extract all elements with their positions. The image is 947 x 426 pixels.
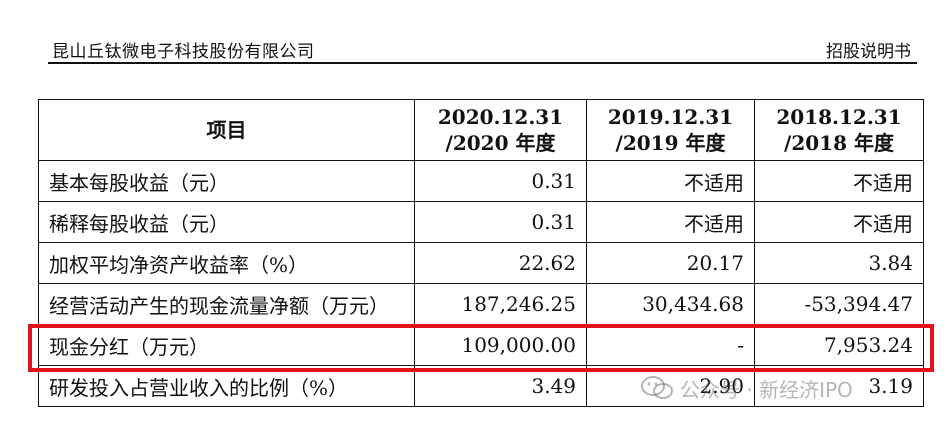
value-2018: 不适用: [754, 160, 924, 202]
column-header-2018: 2018.12.31/2018 年度: [754, 99, 924, 161]
value-2020: 22.62: [414, 242, 587, 284]
row-label: 研发投入占营业收入的比例（%）: [38, 365, 415, 407]
value-2020: 3.49: [414, 365, 587, 407]
value-2020: 187,246.25: [414, 283, 587, 325]
value-2019: 不适用: [586, 160, 755, 202]
table-row: 基本每股收益（元） 0.31 不适用 不适用: [38, 160, 924, 202]
column-header-2019: 2019.12.31/2019 年度: [586, 99, 755, 161]
row-label: 基本每股收益（元）: [38, 160, 415, 202]
value-2020: 0.31: [414, 160, 587, 202]
value-2018: -53,394.47: [754, 283, 924, 325]
financial-indicators-table: 项目 2020.12.31/2020 年度 2019.12.31/2019 年度…: [38, 99, 924, 407]
table-row-cash-dividend: 现金分红（万元） 109,000.00 - 7,953.24: [38, 324, 924, 366]
value-2018: 3.84: [754, 242, 924, 284]
value-2019: 30,434.68: [586, 283, 755, 325]
row-label: 稀释每股收益（元）: [38, 201, 415, 243]
value-2018: 7,953.24: [754, 324, 924, 366]
value-2018: 不适用: [754, 201, 924, 243]
document-type: 招股说明书: [826, 42, 911, 62]
column-header-2020: 2020.12.31/2020 年度: [414, 99, 587, 161]
value-2020: 0.31: [414, 201, 587, 243]
table-header-row: 项目 2020.12.31/2020 年度 2019.12.31/2019 年度…: [38, 99, 924, 161]
row-label: 经营活动产生的现金流量净额（万元）: [38, 283, 415, 325]
column-header-item: 项目: [38, 99, 415, 161]
watermark-text: 公众号 · 新经济IPO: [680, 377, 853, 402]
row-label: 现金分红（万元）: [38, 324, 415, 366]
wechat-icon: [641, 376, 673, 399]
value-2018: 3.19: [754, 365, 924, 407]
table-row: 加权平均净资产收益率（%） 22.62 20.17 3.84: [38, 242, 924, 284]
header-divider: [48, 62, 917, 64]
table-row: 稀释每股收益（元） 0.31 不适用 不适用: [38, 201, 924, 243]
row-label: 加权平均净资产收益率（%）: [38, 242, 415, 284]
value-2019: 20.17: [586, 242, 755, 284]
table-row: 经营活动产生的现金流量净额（万元） 187,246.25 30,434.68 -…: [38, 283, 924, 325]
value-2019: 不适用: [586, 201, 755, 243]
watermark: 公众号 · 新经济IPO: [640, 372, 853, 404]
highlight-box: [28, 324, 934, 372]
company-name: 昆山丘钛微电子科技股份有限公司: [52, 42, 315, 62]
table-row: 研发投入占营业收入的比例（%） 3.49 2.90 3.19: [38, 365, 924, 407]
